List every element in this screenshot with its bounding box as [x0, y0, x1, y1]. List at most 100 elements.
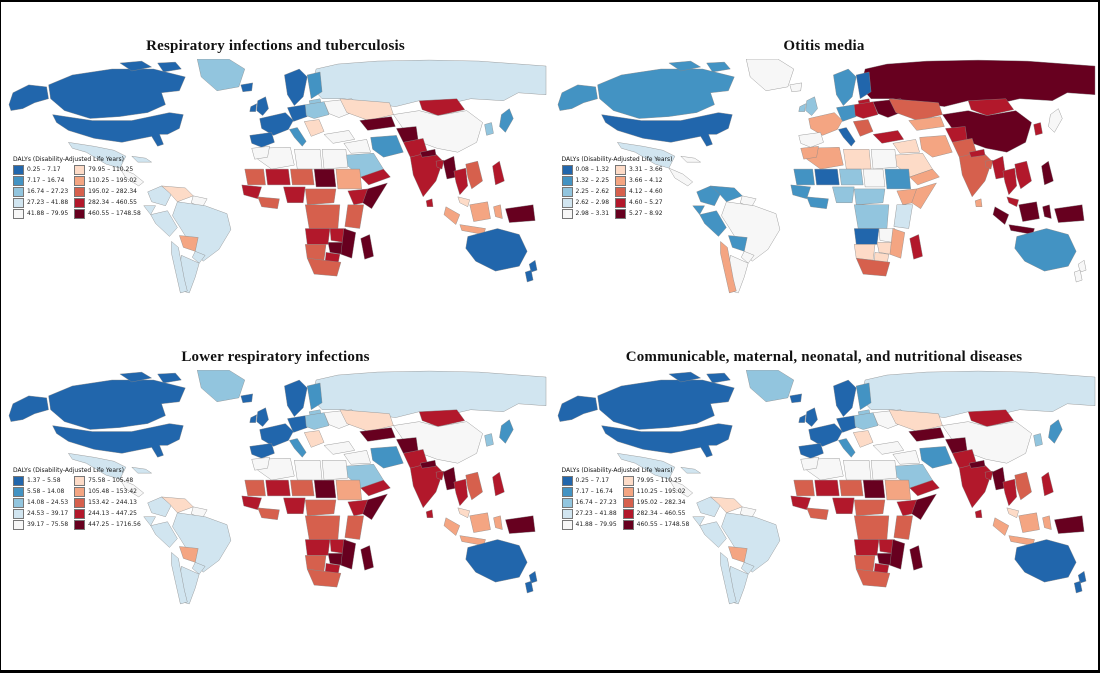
region-vietnam-laos: [1014, 160, 1032, 190]
region-morocco: [799, 457, 819, 471]
region-angola: [853, 539, 879, 556]
region-greenland: [745, 370, 794, 403]
region-sudan: [884, 479, 911, 501]
legend-swatch: [561, 487, 573, 497]
region-mauritania: [793, 168, 815, 186]
region-arctic-1: [119, 371, 153, 383]
region-india: [958, 462, 992, 509]
region-madagascar: [360, 545, 374, 571]
legend-swatch: [622, 520, 634, 530]
region-mozambique: [340, 539, 356, 570]
legend-swatch: [615, 165, 627, 175]
region-mauritania: [244, 168, 266, 186]
region-turkey: [872, 441, 904, 455]
region-east-europe: [853, 101, 878, 119]
legend-column-blue: 0.25 – 7.17 7.17 – 16.74 16.74 – 27.23 27.2…: [13, 165, 68, 220]
region-libya: [294, 460, 323, 481]
region-thailand: [1002, 167, 1017, 196]
legend-range-label: 110.25 – 195.02: [88, 177, 137, 184]
legend-row: 7.17 – 16.74: [561, 487, 617, 497]
region-uk: [256, 407, 269, 427]
legend-range-label: 460.55 – 1748.58: [88, 210, 141, 217]
region-south-africa: [306, 569, 342, 588]
region-syria-iraq: [892, 450, 920, 465]
legend-swatch: [74, 487, 86, 497]
region-mali: [265, 479, 291, 497]
region-balkans: [852, 430, 873, 448]
region-nz-south: [524, 580, 534, 594]
region-cameroon-car: [305, 188, 337, 205]
region-canada: [596, 68, 735, 119]
legend-swatch: [561, 165, 573, 175]
region-finland: [855, 382, 871, 411]
region-uzbek-turkmen: [359, 116, 396, 131]
map-legend-otitis-media: DALYs (Disability-Adjusted Life Years) 0.…: [561, 157, 673, 220]
region-yemen-oman: [908, 168, 940, 186]
region-angola: [853, 228, 879, 245]
region-south-africa: [306, 258, 342, 277]
legend-row: 79.95 – 110.25: [74, 165, 141, 175]
region-nepal: [968, 460, 985, 469]
legend-row: 41.88 – 79.95: [561, 520, 617, 530]
legend-swatch: [561, 520, 573, 530]
region-finland: [855, 71, 871, 100]
region-uzbek-turkmen: [907, 116, 945, 131]
world-map-respiratory-tuberculosis: DALYs (Disability-Adjusted Life Years) 0.…: [3, 59, 548, 297]
region-papua: [1053, 204, 1084, 223]
region-ireland: [249, 103, 257, 112]
region-drc: [304, 204, 341, 229]
panel-communicable-maternal-neonatal-nutritional: Communicable, maternal, neonatal, and nu…: [550, 336, 1098, 670]
region-bangladesh: [435, 159, 445, 170]
region-cameroon-car: [853, 188, 885, 205]
region-central-america: [667, 167, 693, 187]
region-italy: [837, 127, 855, 147]
region-senegal-guinea: [790, 495, 811, 511]
legend-swatch: [622, 476, 634, 486]
legend-range-label: 1.32 – 2.25: [575, 177, 610, 184]
legend-range-label: 14.08 – 24.53: [27, 499, 69, 506]
region-ecuador: [691, 516, 705, 527]
region-mongolia: [967, 98, 1014, 116]
legend-swatch: [74, 476, 86, 486]
legend-swatch: [74, 165, 86, 175]
region-canada: [48, 68, 186, 119]
region-iceland: [240, 393, 253, 404]
region-japan: [499, 108, 514, 133]
legend-swatch: [615, 187, 627, 197]
region-mongolia: [967, 409, 1014, 427]
region-india: [410, 462, 444, 509]
legend-range-label: 4.60 – 5.27: [629, 199, 663, 206]
region-nz-north: [528, 570, 538, 584]
legend-range-label: 447.25 – 1716.56: [88, 521, 141, 528]
region-alaska: [8, 84, 49, 111]
region-uk: [804, 96, 818, 116]
map-title-otitis-media: Otitis media: [783, 38, 865, 54]
legend-row: 3.31 – 3.66: [615, 165, 663, 175]
region-canada: [596, 379, 735, 430]
region-central-america: [667, 478, 693, 498]
region-colombia: [695, 496, 721, 517]
region-ireland: [249, 414, 257, 423]
legend-row: 4.60 – 5.27: [615, 198, 663, 208]
region-bangladesh: [435, 470, 445, 481]
legend-column-red: 3.31 – 3.66 3.66 – 4.12 4.12 – 4.60 4.60 – …: [615, 165, 663, 220]
legend-row: 1.32 – 2.25: [561, 176, 610, 186]
region-turkey: [872, 130, 904, 144]
legend-row: 16.74 – 27.23: [13, 187, 68, 197]
region-korea: [484, 122, 494, 136]
region-namibia: [304, 555, 327, 572]
region-nz-north: [1077, 259, 1086, 273]
legend-swatch: [74, 198, 86, 208]
legend-row: 79.95 – 110.25: [622, 476, 690, 486]
region-iran: [370, 135, 404, 158]
region-east-europe: [853, 412, 878, 430]
legend-range-label: 282.34 – 460.55: [88, 199, 137, 206]
region-senegal-guinea: [241, 184, 262, 200]
region-west-europe: [807, 423, 843, 447]
legend-swatch: [622, 487, 634, 497]
region-syria-iraq: [343, 139, 371, 154]
region-peru: [698, 521, 727, 548]
region-cameroon-car: [305, 499, 337, 516]
region-cuba: [679, 155, 701, 163]
legend-range-label: 27.23 – 41.88: [27, 199, 69, 206]
